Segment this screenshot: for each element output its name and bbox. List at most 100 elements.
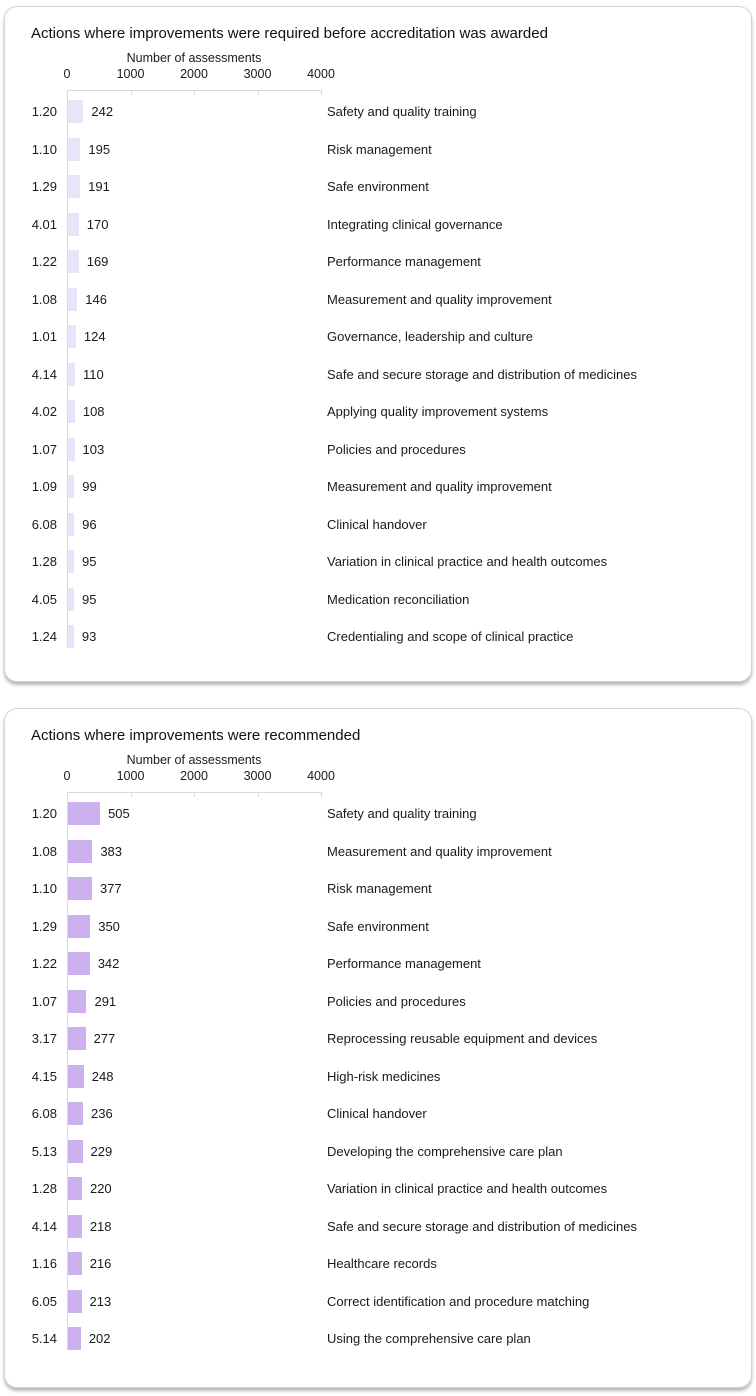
category-code: 5.13: [31, 1143, 57, 1159]
x-axis-tick-mark: [194, 792, 195, 797]
bar-value: 505: [108, 806, 130, 821]
chart-row: 1.22 169 Performance management: [31, 250, 727, 288]
chart-card-recommended: Actions where improvements were recommen…: [4, 708, 752, 1388]
bar-value: 350: [98, 918, 120, 934]
bar-value: 202: [88, 1331, 111, 1346]
bar-value: 95: [82, 554, 97, 569]
chart-row: 1.29 191 Safe environment: [31, 175, 727, 213]
chart-row: 6.08 236 Clinical handover: [31, 1102, 727, 1140]
x-axis-tick-label: 3000: [243, 769, 272, 783]
category-code: 1.22: [31, 254, 57, 269]
category-code: 4.14: [31, 366, 57, 382]
chart-card-required: Actions where improvements were required…: [4, 6, 752, 682]
chart-row: 1.07 291 Policies and procedures: [31, 989, 727, 1028]
bar: [68, 1214, 82, 1238]
category-code: 4.02: [31, 404, 57, 419]
x-axis-tick-mark: [257, 792, 259, 797]
x-axis-tick-label: 4000: [307, 769, 335, 783]
category-code: 4.01: [31, 216, 57, 232]
chart-row: 1.10 195 Risk management: [31, 137, 727, 176]
category-code: 4.05: [31, 591, 57, 607]
bar: [68, 1139, 83, 1163]
x-axis-title: Number of assessments: [126, 753, 262, 767]
x-axis-tick-mark: [257, 90, 259, 95]
x-axis-tick-mark: [321, 90, 322, 95]
bar-value: 99: [82, 479, 97, 494]
bar-value: 110: [82, 366, 104, 382]
x-axis-tick-label: 4000: [307, 67, 335, 81]
bar-value: 93: [81, 629, 97, 644]
bar-value: 103: [82, 441, 105, 457]
bar-label: Policies and procedures: [327, 441, 466, 457]
bar-value: 195: [88, 141, 111, 157]
bar-value: 169: [86, 254, 109, 269]
chart-row: 1.09 99 Measurement and quality improvemen…: [31, 475, 727, 513]
bar-chart-recommended: Number of assessments 0 1000 2000 3000 4000 …: [31, 753, 727, 1359]
bar-label: Measurement and quality improvement: [327, 479, 552, 494]
bar-label: Safe and secure storage and distribution…: [327, 1218, 638, 1234]
bar-value: 213: [89, 1293, 112, 1309]
bar-value: 220: [89, 1181, 112, 1196]
bar: [68, 1252, 82, 1275]
bar: [68, 914, 91, 938]
bar: [68, 250, 79, 273]
chart-row: 6.05 213 Correct identification and proced…: [31, 1289, 727, 1328]
bar-value: 96: [82, 516, 97, 532]
chart-row: 5.14 202 Using the comprehensive care plan: [31, 1327, 727, 1365]
bar: [68, 100, 84, 123]
chart-row: 4.14 218 Safe and secure storage and distr…: [31, 1214, 727, 1253]
bar: [68, 212, 79, 236]
bar-label: Developing the comprehensive care plan: [327, 1143, 563, 1159]
bar: [68, 989, 87, 1013]
x-axis-tick-mark: [130, 792, 132, 797]
bar-label: Variation in clinical practice and healt…: [327, 554, 608, 569]
chart-row: 1.07 103 Policies and procedures: [31, 437, 727, 476]
bar: [68, 1064, 84, 1088]
bar: [68, 1327, 81, 1350]
bar: [68, 587, 75, 611]
chart-row: 1.10 377 Risk management: [31, 877, 727, 915]
bar-label: Applying quality improvement systems: [327, 404, 549, 419]
bar: [68, 362, 75, 386]
bar-value: 377: [99, 881, 122, 896]
chart-row: 1.16 216 Healthcare records: [31, 1252, 727, 1290]
chart-row: 1.01 124 Governance, leadership and cultur…: [31, 325, 727, 363]
bar-value: 191: [88, 179, 110, 194]
x-axis-title: Number of assessments: [126, 51, 262, 65]
x-axis-tick-mark: [321, 792, 322, 797]
bar-label: Healthcare records: [327, 1256, 437, 1271]
chart-row: 4.14 110 Safe and secure storage and distr…: [31, 362, 727, 401]
bar-label: Safe and secure storage and distribution…: [327, 366, 638, 382]
category-code: 1.08: [31, 843, 57, 859]
bar-label: Safe environment: [327, 918, 429, 934]
bar-value: 216: [89, 1256, 112, 1271]
bar: [68, 877, 92, 900]
bar: [68, 952, 90, 975]
bar-label: High-risk medicines: [327, 1068, 441, 1084]
x-axis-tick-label: 3000: [243, 67, 272, 81]
bar-value: 108: [82, 404, 105, 419]
bar-label: Integrating clinical governance: [327, 216, 503, 232]
bar: [68, 325, 76, 348]
bar: [68, 1177, 82, 1200]
category-code: 1.22: [31, 956, 57, 971]
y-axis-line: [67, 90, 68, 648]
category-code: 1.24: [31, 629, 57, 644]
category-code: 5.14: [31, 1331, 57, 1346]
category-code: 1.20: [31, 806, 57, 821]
bar-chart-required: Number of assessments 0 1000 2000 3000 4000 …: [31, 51, 727, 657]
chart-row: 4.15 248 High-risk medicines: [31, 1064, 727, 1103]
bar-value: 124: [83, 329, 106, 344]
bar: [68, 839, 93, 863]
chart-title-recommended: Actions where improvements were recommen…: [31, 727, 361, 744]
bar-value: 170: [86, 216, 109, 232]
category-code: 1.29: [31, 918, 57, 934]
x-axis-tick-mark: [67, 792, 68, 797]
bar-value: 146: [85, 291, 107, 307]
category-code: 1.09: [31, 479, 57, 494]
bar-label: Governance, leadership and culture: [327, 329, 533, 344]
bar-value: 242: [91, 104, 114, 119]
bar-value: 342: [97, 956, 120, 971]
bar-label: Reprocessing reusable equipment and devi…: [327, 1031, 598, 1046]
